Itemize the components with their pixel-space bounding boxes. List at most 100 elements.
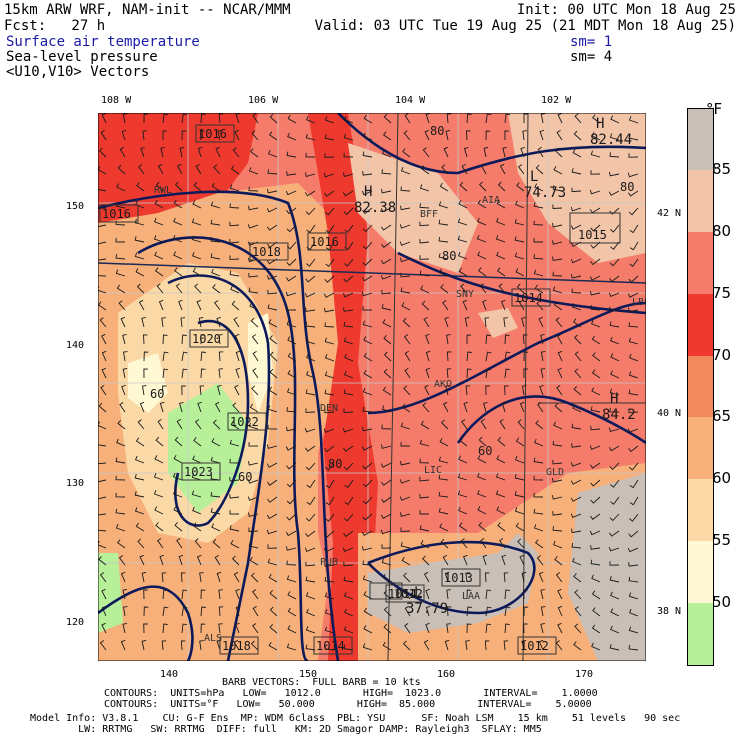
wind-barb — [101, 622, 107, 634]
wind-barb — [381, 496, 392, 503]
wind-barb — [135, 455, 145, 464]
wind-barb — [591, 642, 601, 651]
wind-barb — [192, 506, 202, 515]
wind-barb — [523, 351, 529, 362]
wind-barb — [496, 455, 506, 464]
colorbar-tick-label: 80 — [712, 221, 732, 240]
wind-barb — [156, 283, 164, 294]
station-labels: RWL BFF AIA SNY AKO LIC DEN GLD LAA PUB … — [154, 185, 646, 644]
wind-barb — [267, 544, 278, 549]
wind-barb — [178, 299, 183, 311]
wind-barb — [515, 522, 525, 532]
wind-barb — [552, 286, 563, 294]
wind-barb — [591, 387, 601, 396]
wind-barb — [380, 513, 392, 520]
wind-barb — [324, 207, 335, 216]
wind-barb — [609, 133, 620, 141]
wind-barb — [465, 572, 470, 583]
wind-barb — [399, 479, 411, 484]
barb-legend: BARB VECTORS: FULL BARB = 10 kts — [222, 677, 421, 688]
wind-barb — [419, 203, 430, 209]
wind-barb — [554, 556, 563, 566]
wind-barb — [172, 235, 183, 243]
wind-barb — [439, 268, 449, 277]
wind-barb — [571, 543, 582, 549]
wind-barb — [305, 307, 316, 312]
wind-barb — [344, 479, 354, 489]
wind-barb — [344, 370, 354, 379]
wind-barb — [571, 443, 582, 448]
wind-barb — [122, 588, 127, 600]
pressure-label: 1018 — [219, 636, 259, 655]
wind-barb — [286, 171, 297, 176]
wind-barb — [499, 419, 506, 430]
wind-barb — [324, 354, 335, 362]
temperature-label: 60 — [238, 470, 252, 484]
wind-barb — [590, 479, 601, 487]
wind-barb — [98, 258, 107, 261]
wind-barb — [362, 151, 373, 158]
wind-barb — [590, 545, 601, 550]
wind-barb — [404, 623, 411, 634]
wind-barb — [400, 527, 411, 532]
wind-barb — [515, 200, 525, 209]
wind-barb — [249, 403, 259, 413]
wind-barb — [363, 625, 373, 634]
wind-barb — [179, 147, 185, 158]
wind-barb — [117, 420, 126, 430]
wind-barb — [266, 258, 278, 265]
wind-barb — [609, 152, 620, 158]
wind-barb — [98, 540, 107, 549]
wind-barb — [210, 253, 221, 260]
wind-barb — [162, 351, 169, 362]
wind-barb — [628, 644, 639, 651]
wind-barb — [552, 459, 563, 465]
wind-barb — [466, 351, 472, 362]
wind-barb — [98, 207, 107, 209]
wind-barb — [181, 334, 187, 345]
wind-barb — [324, 307, 335, 313]
wind-barb — [443, 146, 449, 158]
wind-barb — [200, 130, 205, 141]
wind-barb — [343, 445, 354, 452]
wind-barb — [419, 221, 430, 227]
wind-barb — [628, 134, 639, 141]
wind-barb — [590, 258, 601, 266]
wind-barb — [248, 422, 259, 430]
wind-barb — [218, 623, 223, 634]
wind-barb — [212, 284, 221, 294]
wind-barb — [534, 539, 544, 549]
wind-barb — [499, 538, 506, 549]
wind-barb — [342, 547, 354, 552]
wind-barb — [143, 623, 148, 634]
wind-barb — [210, 456, 221, 464]
wind-barb — [514, 491, 525, 498]
wind-barb — [233, 317, 240, 328]
wind-barb — [363, 352, 373, 362]
wind-barb — [572, 318, 582, 328]
wind-barb — [609, 561, 620, 566]
wind-barb — [344, 258, 354, 267]
wind-barb — [343, 275, 354, 283]
svg-text:1016: 1016 — [310, 235, 339, 249]
station-label: DEN — [320, 403, 338, 414]
wind-barb — [533, 508, 544, 515]
wind-barb — [444, 316, 449, 328]
wind-barb — [198, 317, 204, 328]
wind-barb — [628, 153, 639, 158]
wind-barb — [233, 639, 240, 651]
wind-barb — [343, 207, 354, 216]
wind-barb — [521, 316, 526, 328]
wind-barb — [514, 252, 525, 260]
wind-barb — [160, 146, 165, 158]
wind-barb — [552, 526, 563, 532]
wind-barb — [306, 224, 316, 234]
wind-barb — [286, 560, 297, 566]
wind-barb — [610, 241, 620, 250]
wind-barb — [425, 333, 430, 345]
wind-barb — [419, 476, 430, 482]
wind-barb — [536, 555, 544, 566]
wind-barb — [537, 402, 544, 413]
wind-barb — [362, 171, 373, 176]
wind-barb — [305, 644, 316, 651]
